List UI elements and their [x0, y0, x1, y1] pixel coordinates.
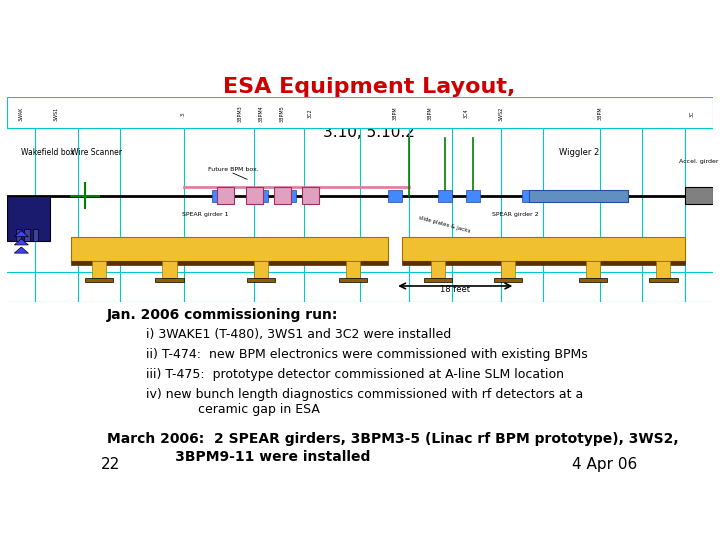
Text: including a future 4-magnet chicane: including a future 4-magnet chicane [169, 100, 569, 119]
Text: 3BPM4: 3BPM4 [258, 105, 264, 122]
Bar [685, 187, 713, 204]
Text: 3BPM3: 3BPM3 [238, 105, 243, 122]
Text: 3.10, 5.10.2: 3.10, 5.10.2 [323, 125, 415, 140]
Text: SPEAR girder 2: SPEAR girder 2 [492, 212, 539, 217]
Bar [388, 190, 402, 202]
Text: Wire Scanner: Wire Scanner [71, 147, 122, 157]
Polygon shape [14, 239, 28, 245]
Bar [246, 187, 263, 204]
Bar [402, 261, 685, 266]
Bar [85, 278, 113, 282]
Text: 22: 22 [101, 457, 120, 472]
Text: 3C4: 3C4 [464, 109, 468, 118]
Text: Accel. girder: Accel. girder [679, 159, 719, 164]
Text: 3WAK: 3WAK [19, 106, 24, 121]
Bar [247, 278, 275, 282]
Text: Future BPM box.: Future BPM box. [207, 167, 258, 172]
Bar [529, 190, 628, 202]
Text: slide plates & jacks: slide plates & jacks [418, 215, 471, 234]
Bar [579, 278, 607, 282]
Text: March 2006:  2 SPEAR girders, 3BPM3-5 (Linac rf BPM prototype), 3WS2,
          : March 2006: 2 SPEAR girders, 3BPM3-5 (Li… [107, 432, 678, 464]
Bar [32, 228, 38, 241]
Text: 3BPM5: 3BPM5 [280, 105, 285, 122]
Bar [163, 261, 176, 278]
Bar [212, 190, 226, 202]
Bar [274, 187, 291, 204]
Text: 3C: 3C [689, 110, 694, 117]
Text: Wiggler 2: Wiggler 2 [559, 147, 599, 157]
Bar [7, 195, 50, 241]
Bar [16, 228, 22, 241]
Bar [657, 261, 670, 278]
Bar [423, 278, 451, 282]
Text: Wakefield box: Wakefield box [22, 147, 75, 157]
Polygon shape [14, 247, 28, 253]
Bar [466, 190, 480, 202]
Text: 18 feet: 18 feet [440, 285, 470, 294]
Bar [586, 261, 600, 278]
Text: 3BPM: 3BPM [428, 107, 433, 120]
Text: 3WS2: 3WS2 [499, 106, 503, 121]
Bar [302, 187, 319, 204]
Text: iii) T-475:  prototype detector commissioned at A-line SLM location: iii) T-475: prototype detector commissio… [145, 368, 564, 381]
Polygon shape [14, 231, 28, 237]
Bar [438, 190, 451, 202]
Bar [431, 261, 445, 278]
Bar [282, 190, 297, 202]
Bar [254, 190, 269, 202]
Bar [501, 261, 516, 278]
Text: 3C2: 3C2 [308, 109, 313, 118]
Bar [92, 261, 106, 278]
Text: ii) T-474:  new BPM electronics were commissioned with existing BPMs: ii) T-474: new BPM electronics were comm… [145, 348, 588, 361]
Bar [24, 228, 30, 241]
Text: ESA Equipment Layout,: ESA Equipment Layout, [222, 77, 516, 97]
Text: SPEAR girder 1: SPEAR girder 1 [181, 212, 228, 217]
Bar [254, 261, 269, 278]
Text: Jan. 2006 commissioning run:: Jan. 2006 commissioning run: [107, 308, 338, 322]
Text: 3WS1: 3WS1 [54, 106, 59, 121]
Text: 3I: 3I [181, 111, 186, 116]
Bar [564, 190, 579, 202]
Bar [156, 278, 184, 282]
Text: 3BPM: 3BPM [393, 107, 397, 120]
Bar [346, 261, 360, 278]
Bar [339, 278, 367, 282]
Bar [649, 278, 678, 282]
Bar [71, 261, 388, 266]
Text: 4 Apr 06: 4 Apr 06 [572, 457, 637, 472]
Text: iv) new bunch length diagnostics commissioned with rf detectors at a
           : iv) new bunch length diagnostics commiss… [145, 388, 583, 416]
Bar [494, 278, 522, 282]
Bar [7, 97, 713, 128]
Text: 3BPM: 3BPM [598, 107, 603, 120]
Bar [71, 237, 388, 261]
Bar [614, 190, 628, 202]
Bar [402, 237, 685, 261]
Bar [217, 187, 235, 204]
Bar [522, 190, 536, 202]
Text: i) 3WAKE1 (T-480), 3WS1 and 3C2 were installed: i) 3WAKE1 (T-480), 3WS1 and 3C2 were ins… [145, 328, 451, 341]
